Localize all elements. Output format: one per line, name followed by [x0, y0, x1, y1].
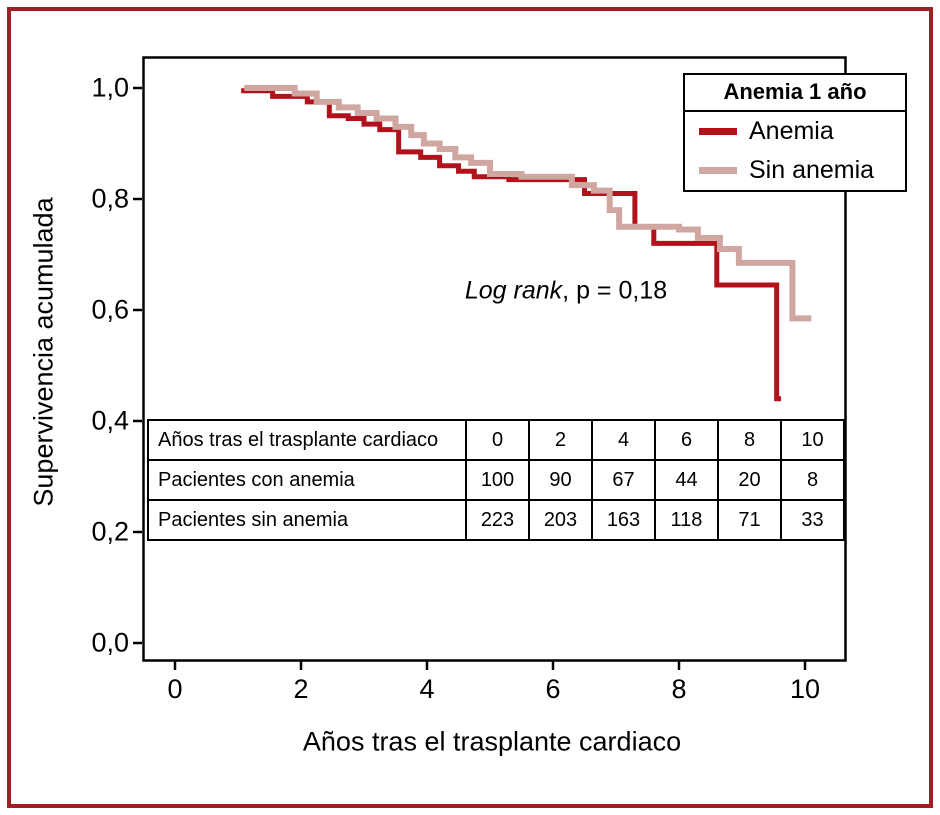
table-cell: 6	[654, 419, 719, 461]
table-cell: 33	[780, 499, 845, 541]
log-rank-annotation: Log rank, p = 0,18	[465, 277, 667, 306]
y-tick-label: 0,6	[91, 294, 129, 325]
table-cell: 118	[654, 499, 719, 541]
legend-title: Anemia 1 año	[685, 75, 905, 112]
x-tick-label: 10	[789, 674, 821, 704]
table-cell: 163	[591, 499, 656, 541]
table-cell: 8	[717, 419, 782, 461]
y-tick-label: 0,4	[91, 405, 129, 436]
table-cell: 2	[528, 419, 593, 461]
patients-at-risk-table: Años tras el trasplante cardiaco 0 2 4 6…	[147, 419, 845, 541]
table-cell: 67	[591, 459, 656, 501]
x-tick-label: 2	[293, 674, 309, 704]
table-row-label: Años tras el trasplante cardiaco	[147, 419, 467, 461]
legend-label-anemia: Anemia	[749, 117, 834, 145]
x-tick-label: 8	[671, 674, 687, 704]
table-cell: 203	[528, 499, 593, 541]
table-row-years: Años tras el trasplante cardiaco 0 2 4 6…	[147, 419, 845, 461]
p-value-text: , p = 0,18	[562, 276, 668, 305]
table-cell: 90	[528, 459, 593, 501]
table-cell: 0	[465, 419, 530, 461]
y-tick-label: 0,2	[91, 516, 129, 547]
legend: Anemia 1 año Anemia Sin anemia	[683, 73, 907, 192]
anemia-line-swatch	[699, 128, 737, 135]
curve-sin-anemia	[244, 85, 812, 322]
x-tick-label: 6	[545, 674, 561, 704]
y-tick-label: 0,0	[91, 627, 129, 658]
plot-area-border	[142, 56, 847, 662]
table-row-con-anemia: Pacientes con anemia 100 90 67 44 20 8	[147, 459, 845, 501]
table-cell: 4	[591, 419, 656, 461]
x-tick-label: 0	[167, 674, 183, 704]
table-cell: 8	[780, 459, 845, 501]
y-axis-title: Supervivencia acumulada	[28, 197, 59, 507]
table-cell: 10	[780, 419, 845, 461]
legend-entry-sin-anemia: Sin anemia	[685, 151, 905, 190]
figure-border	[7, 7, 933, 808]
x-axis-title: Años tras el trasplante cardiaco	[302, 726, 682, 757]
legend-label-sin-anemia: Sin anemia	[749, 156, 875, 184]
table-row-label: Pacientes sin anemia	[147, 499, 467, 541]
table-cell: 71	[717, 499, 782, 541]
table-cell: 223	[465, 499, 530, 541]
table-row-label: Pacientes con anemia	[147, 459, 467, 501]
y-tick-label: 1,0	[91, 72, 129, 103]
table-row-sin-anemia: Pacientes sin anemia 223 203 163 118 71 …	[147, 499, 845, 541]
y-tick-label: 0,8	[91, 183, 129, 214]
table-cell: 44	[654, 459, 719, 501]
table-cell: 20	[717, 459, 782, 501]
x-tick-label: 4	[419, 674, 435, 704]
table-cell: 100	[465, 459, 530, 501]
sin-anemia-line-swatch	[699, 167, 737, 174]
log-rank-label: Log rank	[464, 276, 563, 305]
legend-entry-anemia: Anemia	[685, 112, 905, 151]
